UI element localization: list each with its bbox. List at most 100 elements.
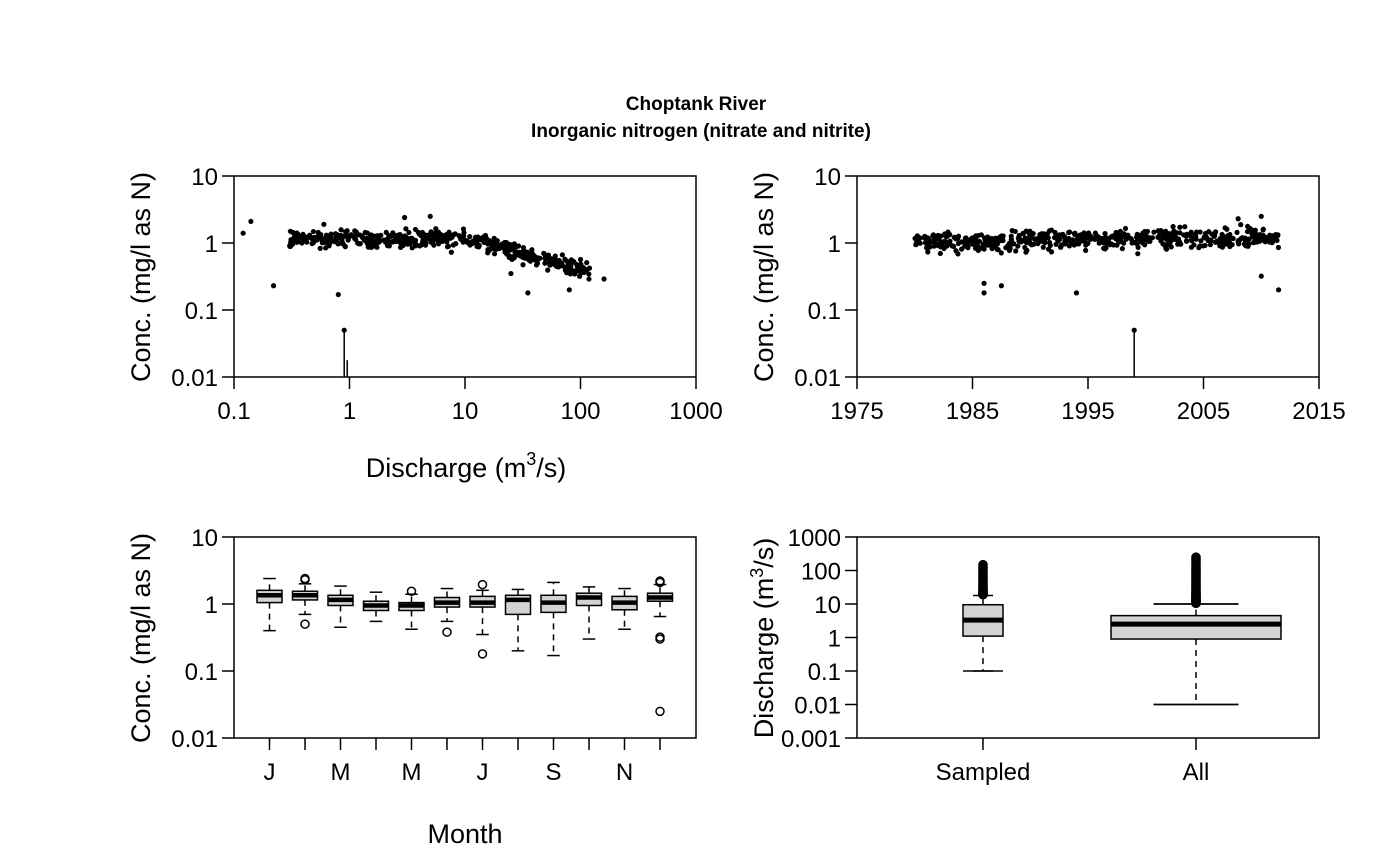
data-point bbox=[1009, 228, 1015, 234]
data-point bbox=[981, 290, 987, 296]
data-point bbox=[508, 270, 514, 277]
data-point bbox=[1083, 247, 1089, 253]
data-point bbox=[1177, 224, 1183, 230]
data-point bbox=[312, 235, 318, 242]
data-point bbox=[586, 276, 592, 282]
data-point bbox=[333, 238, 339, 244]
data-point bbox=[445, 243, 452, 249]
data-point bbox=[545, 267, 551, 273]
data-point bbox=[1238, 222, 1244, 228]
figure-subtitle: Inorganic nitrogen (nitrate and nitrite) bbox=[531, 121, 871, 142]
data-point bbox=[1106, 235, 1113, 241]
y-tick-label: 0.1 bbox=[808, 298, 841, 325]
data-point bbox=[317, 245, 323, 251]
data-point bbox=[938, 238, 944, 245]
data-point bbox=[467, 234, 473, 240]
data-point bbox=[955, 251, 961, 257]
data-point bbox=[520, 262, 526, 268]
data-point bbox=[1030, 241, 1037, 247]
x-tick-label: 0.1 bbox=[217, 398, 250, 425]
data-point bbox=[336, 233, 342, 239]
data-point bbox=[530, 252, 537, 259]
data-point bbox=[1078, 237, 1084, 243]
data-point bbox=[584, 267, 590, 273]
data-point bbox=[949, 243, 955, 249]
data-point bbox=[485, 250, 491, 256]
data-point bbox=[1062, 235, 1068, 241]
data-point bbox=[1020, 230, 1026, 236]
x-axis-label: Discharge (m3/s) bbox=[366, 449, 567, 483]
x-tick-label: M bbox=[331, 759, 351, 786]
data-point bbox=[402, 214, 408, 221]
data-point bbox=[566, 267, 573, 273]
data-point bbox=[1234, 229, 1240, 235]
x-tick-label: N bbox=[616, 759, 633, 786]
data-point bbox=[1229, 241, 1235, 248]
data-point bbox=[475, 234, 481, 240]
x-tick-label: Sampled bbox=[936, 759, 1031, 786]
data-point bbox=[1124, 235, 1130, 241]
data-point bbox=[479, 236, 485, 242]
data-point bbox=[338, 227, 344, 233]
y-tick-label: 1 bbox=[828, 231, 841, 258]
data-point bbox=[552, 253, 558, 259]
data-point bbox=[1083, 242, 1089, 248]
data-point bbox=[1211, 233, 1217, 239]
y-tick-label: 1 bbox=[828, 626, 841, 653]
data-point bbox=[1066, 229, 1073, 235]
box-outlier bbox=[406, 586, 417, 596]
data-point bbox=[548, 256, 555, 262]
data-point bbox=[522, 255, 528, 261]
data-point bbox=[407, 236, 413, 242]
data-point bbox=[992, 235, 999, 241]
data-point bbox=[935, 232, 941, 239]
data-point bbox=[433, 237, 439, 243]
data-point bbox=[1057, 236, 1063, 242]
data-point bbox=[374, 244, 380, 250]
data-point bbox=[403, 226, 409, 232]
y-tick-label: 0.01 bbox=[794, 365, 841, 392]
data-point bbox=[345, 235, 352, 241]
data-point bbox=[562, 256, 568, 262]
data-point bbox=[376, 237, 382, 243]
x-tick-label: 1975 bbox=[830, 398, 883, 425]
y-axis-label: Conc. (mg/l as N) bbox=[749, 172, 779, 382]
data-point bbox=[1275, 232, 1281, 238]
data-point bbox=[1020, 237, 1027, 243]
data-point bbox=[601, 276, 607, 282]
y-axis-label: Conc. (mg/l as N) bbox=[126, 533, 156, 743]
data-point bbox=[1069, 237, 1076, 243]
x-axis-label: Month bbox=[427, 819, 502, 849]
data-point bbox=[1134, 233, 1141, 239]
data-point bbox=[453, 241, 459, 247]
data-point bbox=[1175, 236, 1182, 242]
data-point bbox=[1275, 287, 1282, 293]
data-point bbox=[491, 243, 498, 249]
data-point bbox=[1165, 238, 1171, 244]
data-point bbox=[1252, 238, 1258, 244]
data-point bbox=[947, 231, 953, 238]
data-point bbox=[527, 256, 533, 262]
y-tick-label: 0.1 bbox=[808, 659, 841, 686]
data-point bbox=[1251, 227, 1257, 234]
data-point bbox=[437, 236, 444, 242]
plot-frame bbox=[856, 175, 1320, 378]
data-point bbox=[483, 235, 490, 242]
data-point bbox=[925, 249, 931, 255]
data-point bbox=[474, 243, 480, 250]
y-tick-label: 10 bbox=[814, 592, 841, 619]
data-point bbox=[1074, 241, 1080, 247]
data-point bbox=[1218, 237, 1225, 243]
box-outlier bbox=[300, 619, 310, 629]
data-point bbox=[353, 236, 359, 243]
data-point bbox=[1119, 230, 1125, 236]
data-point bbox=[1170, 224, 1176, 230]
data-point bbox=[270, 283, 277, 289]
y-tick-label: 1 bbox=[205, 231, 218, 258]
data-point bbox=[427, 213, 433, 219]
data-point bbox=[368, 232, 374, 238]
data-point bbox=[975, 233, 981, 239]
data-point bbox=[943, 243, 949, 249]
data-point bbox=[1116, 235, 1122, 242]
data-point bbox=[361, 237, 367, 243]
